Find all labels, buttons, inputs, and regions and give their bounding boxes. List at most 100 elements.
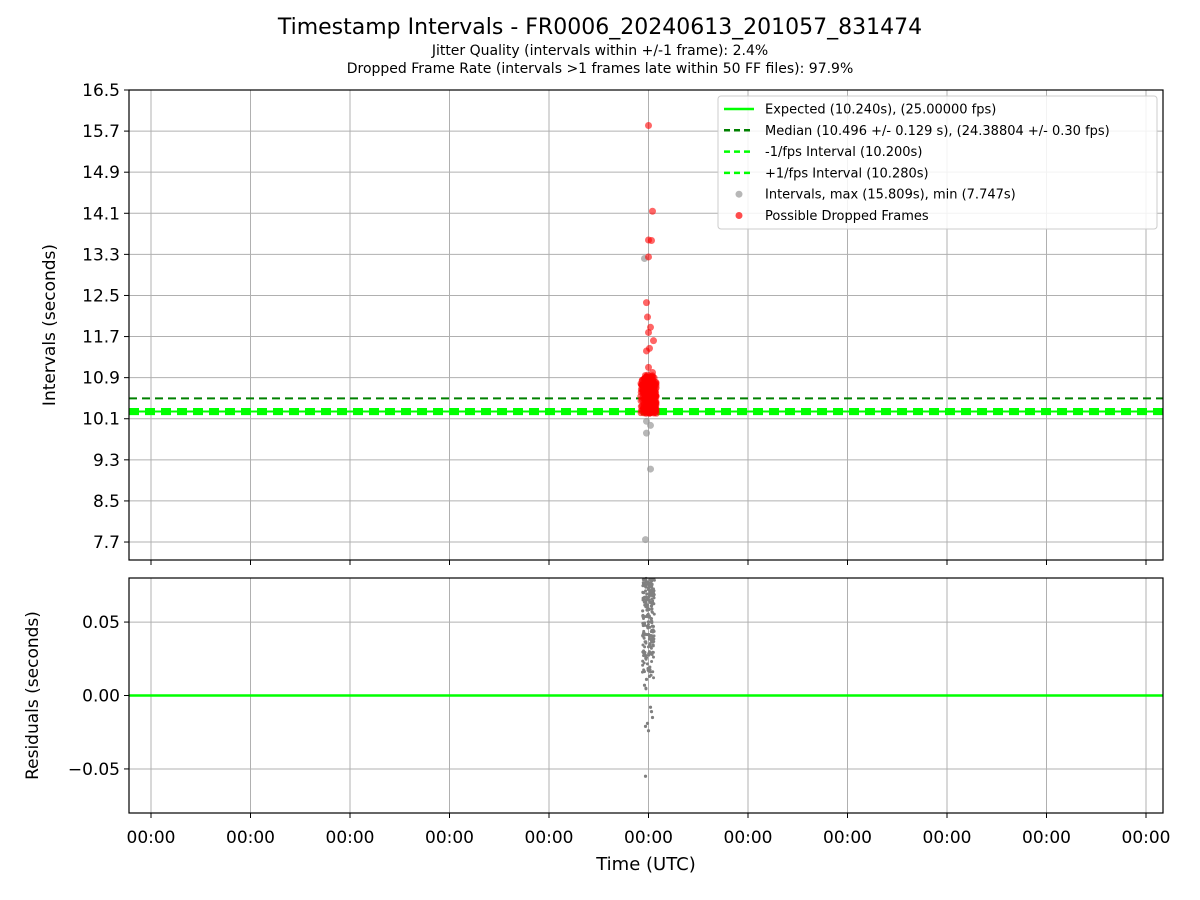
- residual-point: [646, 626, 650, 630]
- chart-title: Timestamp Intervals - FR0006_20240613_20…: [277, 15, 923, 40]
- dropped-frame-point: [637, 403, 645, 410]
- dropped-frame-point: [645, 363, 652, 371]
- residual-point: [652, 612, 656, 616]
- dropped-frame-point: [646, 344, 653, 352]
- legend-entry-label: +1/fps Interval (10.280s): [765, 166, 929, 181]
- bottom-xtick-label: 00:00: [326, 828, 375, 848]
- bottom-ytick-label: 0.00: [82, 687, 120, 707]
- bottom-xtick-label: 00:00: [226, 828, 275, 848]
- bottom-xtick-label: 00:00: [724, 828, 773, 848]
- residual-point: [643, 652, 647, 656]
- residual-point: [648, 584, 652, 588]
- residual-point: [644, 603, 648, 607]
- bottom-xlabel: Time (UTC): [595, 854, 696, 875]
- interval-point: [642, 536, 649, 544]
- residual-point: [644, 656, 648, 660]
- top-ytick-label: 14.9: [82, 163, 120, 183]
- residual-point: [652, 639, 656, 643]
- legend-box: [717, 95, 1158, 230]
- legend-entry-label: -1/fps Interval (10.200s): [765, 145, 922, 160]
- dropped-frame-point: [648, 237, 655, 245]
- residual-point: [646, 620, 650, 624]
- residual-point: [643, 774, 648, 778]
- bottom-ylabel: Residuals (seconds): [23, 611, 43, 780]
- top-ytick-label: 10.9: [82, 369, 120, 389]
- bottom-ytick-label: −0.05: [68, 760, 120, 780]
- legend-dot-swatch: [735, 212, 743, 219]
- dropped-frame-point: [647, 376, 654, 384]
- bottom-xtick-label: 00:00: [923, 828, 972, 848]
- residual-point: [645, 592, 649, 596]
- interval-point: [647, 465, 654, 473]
- top-ytick-label: 8.5: [93, 492, 120, 512]
- residual-point: [651, 644, 655, 648]
- top-ytick-label: 14.1: [82, 204, 120, 224]
- residual-point: [650, 659, 654, 663]
- residual-point: [646, 612, 650, 616]
- residual-point: [642, 683, 647, 687]
- residual-point: [649, 630, 653, 634]
- residual-point: [641, 614, 645, 618]
- residual-point: [651, 589, 655, 593]
- top-ytick-label: 7.7: [93, 533, 120, 553]
- bottom-ytick-label: 0.05: [82, 613, 120, 633]
- top-ytick-label: 10.1: [82, 410, 120, 430]
- residual-point: [647, 653, 651, 657]
- bottom-xtick-label: 00:00: [425, 828, 474, 848]
- residual-point: [648, 590, 652, 594]
- residual-point: [644, 589, 648, 593]
- residual-point: [650, 604, 654, 608]
- legend: Expected (10.240s), (25.00000 fps) Median…: [717, 95, 1158, 230]
- legend-dot-swatch: [735, 190, 743, 198]
- residual-point: [646, 580, 650, 584]
- dropped-frame-point: [653, 401, 660, 409]
- residual-point: [641, 609, 645, 613]
- residual-point: [646, 645, 650, 649]
- bottom-plot-frame: [128, 577, 1164, 814]
- residual-point: [641, 650, 645, 654]
- legend-entry-label: Possible Dropped Frames: [765, 209, 929, 224]
- residual-point: [650, 610, 654, 614]
- dropped-frame-point: [644, 404, 652, 412]
- legend-entry-label: Intervals, max (15.809s), min (7.747s): [765, 188, 1016, 203]
- dropped-frame-point: [638, 381, 646, 388]
- bottom-xtick-label: 00:00: [1122, 828, 1171, 848]
- residual-point: [643, 597, 647, 601]
- bottom-xtick-label: 00:00: [127, 828, 176, 848]
- residual-point: [651, 650, 655, 654]
- residual-point: [652, 676, 656, 680]
- top-ytick-label: 13.3: [82, 245, 120, 265]
- residual-point: [644, 686, 648, 690]
- residual-point: [643, 645, 647, 649]
- residual-point: [646, 729, 651, 733]
- dropped-frame-point: [650, 337, 657, 345]
- top-ylabel: Intervals (seconds): [40, 244, 60, 406]
- residual-point: [641, 621, 645, 625]
- bottom-xtick-label: 00:00: [1022, 828, 1071, 848]
- residuals-plot: 00:00 00:00 00:00 00:00 00:00 00:00 00:00 00:00…: [23, 576, 1171, 875]
- residual-point: [651, 624, 655, 628]
- residual-point: [646, 667, 650, 671]
- residual-point: [651, 637, 655, 641]
- residual-point: [641, 663, 645, 667]
- dropped-frame-point: [644, 313, 651, 321]
- residual-point: [651, 670, 655, 674]
- residual-point: [644, 595, 648, 599]
- residual-point: [642, 591, 646, 595]
- residual-point: [645, 662, 649, 666]
- dropped-frame-point: [651, 388, 658, 395]
- chart-title-block: Timestamp Intervals - FR0006_20240613_20…: [0, 14, 1200, 78]
- residual-point: [648, 578, 652, 582]
- residual-point: [646, 606, 650, 610]
- residual-point: [641, 659, 645, 663]
- top-ytick-label: 12.5: [82, 286, 120, 306]
- interval-point: [643, 429, 650, 437]
- residual-point: [650, 634, 654, 638]
- residual-point: [649, 710, 654, 714]
- dropped-frame-point: [645, 121, 652, 129]
- dropped-frame-point: [649, 207, 656, 215]
- legend-entry-label: Expected (10.240s), (25.00000 fps): [765, 103, 996, 118]
- interval-point: [643, 417, 650, 425]
- dropped-frame-point: [644, 371, 651, 379]
